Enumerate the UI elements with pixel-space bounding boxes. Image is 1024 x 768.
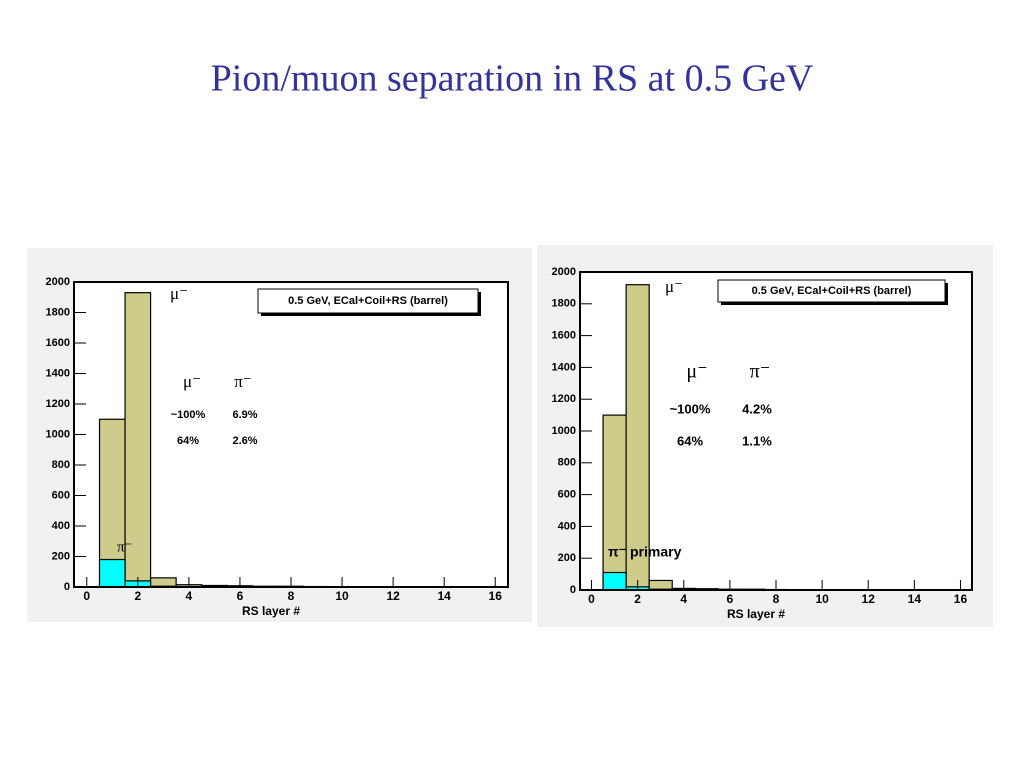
x-axis-label: RS layer # (242, 604, 300, 618)
table-cell: 1.1% (742, 433, 772, 448)
x-tick-label: 8 (773, 592, 780, 606)
x-tick-label: 0 (83, 589, 90, 603)
slide-title: Pion/muon separation in RS at 0.5 GeV (211, 58, 814, 100)
table-cell: 6.9% (232, 409, 257, 421)
info-box-text: 0.5 GeV, ECal+Coil+RS (barrel) (752, 285, 912, 297)
y-tick-label: 1000 (46, 428, 70, 440)
x-tick-label: 2 (634, 592, 641, 606)
table-cell: 4.2% (742, 401, 772, 416)
x-tick-label: 10 (335, 589, 349, 603)
y-tick-label: 1400 (46, 367, 70, 379)
x-tick-label: 4 (186, 589, 193, 603)
y-tick-label: 200 (558, 552, 576, 564)
x-tick-label: 12 (862, 592, 876, 606)
info-box-text: 0.5 GeV, ECal+Coil+RS (barrel) (288, 295, 448, 307)
series-label: π⁻ (117, 539, 133, 555)
y-tick-label: 1600 (552, 330, 576, 342)
table-cell: 2.6% (232, 435, 257, 447)
histogram-bar (602, 414, 627, 591)
y-tick-label: 800 (52, 459, 70, 471)
x-tick-label: 2 (134, 589, 141, 603)
histogram-bar (124, 292, 152, 588)
x-tick-label: 12 (386, 589, 400, 603)
x-tick-label: 10 (815, 592, 829, 606)
y-tick-label: 0 (570, 584, 576, 596)
y-tick-label: 0 (64, 581, 70, 593)
x-tick-label: 16 (954, 592, 968, 606)
y-tick-label: 1200 (552, 393, 576, 405)
y-tick-label: 2000 (552, 266, 576, 278)
histogram-bar (149, 577, 177, 588)
x-tick-label: 14 (437, 589, 451, 603)
table-header: μ⁻ (183, 372, 201, 391)
table-cell: ~100% (171, 409, 206, 421)
series-label: μ⁻ (665, 277, 683, 296)
info-box (257, 288, 479, 314)
y-tick-label: 1400 (552, 361, 576, 373)
y-tick-label: 600 (558, 489, 576, 501)
y-tick-label: 1800 (552, 298, 576, 310)
y-tick-label: 1600 (46, 337, 70, 349)
x-tick-label: 6 (727, 592, 734, 606)
info-box (717, 279, 946, 303)
y-tick-label: 1000 (552, 425, 576, 437)
table-cell: 64% (177, 435, 199, 447)
table-cell: 64% (677, 433, 703, 448)
x-tick-label: 0 (588, 592, 595, 606)
y-tick-label: 1200 (46, 398, 70, 410)
y-tick-label: 800 (558, 457, 576, 469)
y-tick-label: 400 (52, 520, 70, 532)
table-header: π⁻ (750, 361, 771, 383)
x-tick-label: 8 (288, 589, 295, 603)
y-tick-label: 2000 (46, 276, 70, 288)
table-header: π⁻ (234, 372, 252, 391)
x-tick-label: 4 (680, 592, 687, 606)
x-tick-label: 16 (489, 589, 503, 603)
series-label: π⁻ primary (608, 544, 682, 560)
y-tick-label: 1800 (46, 306, 70, 318)
histogram-bar (98, 558, 126, 588)
y-tick-label: 400 (558, 520, 576, 532)
x-tick-label: 6 (237, 589, 244, 603)
series-label: μ⁻ (170, 284, 188, 303)
y-tick-label: 600 (52, 489, 70, 501)
histogram-bar (602, 571, 627, 591)
table-header: μ⁻ (686, 361, 707, 383)
x-tick-label: 14 (908, 592, 922, 606)
x-axis-label: RS layer # (727, 607, 785, 621)
y-tick-label: 200 (52, 550, 70, 562)
table-cell: ~100% (670, 401, 711, 416)
histogram-bar (648, 579, 673, 591)
